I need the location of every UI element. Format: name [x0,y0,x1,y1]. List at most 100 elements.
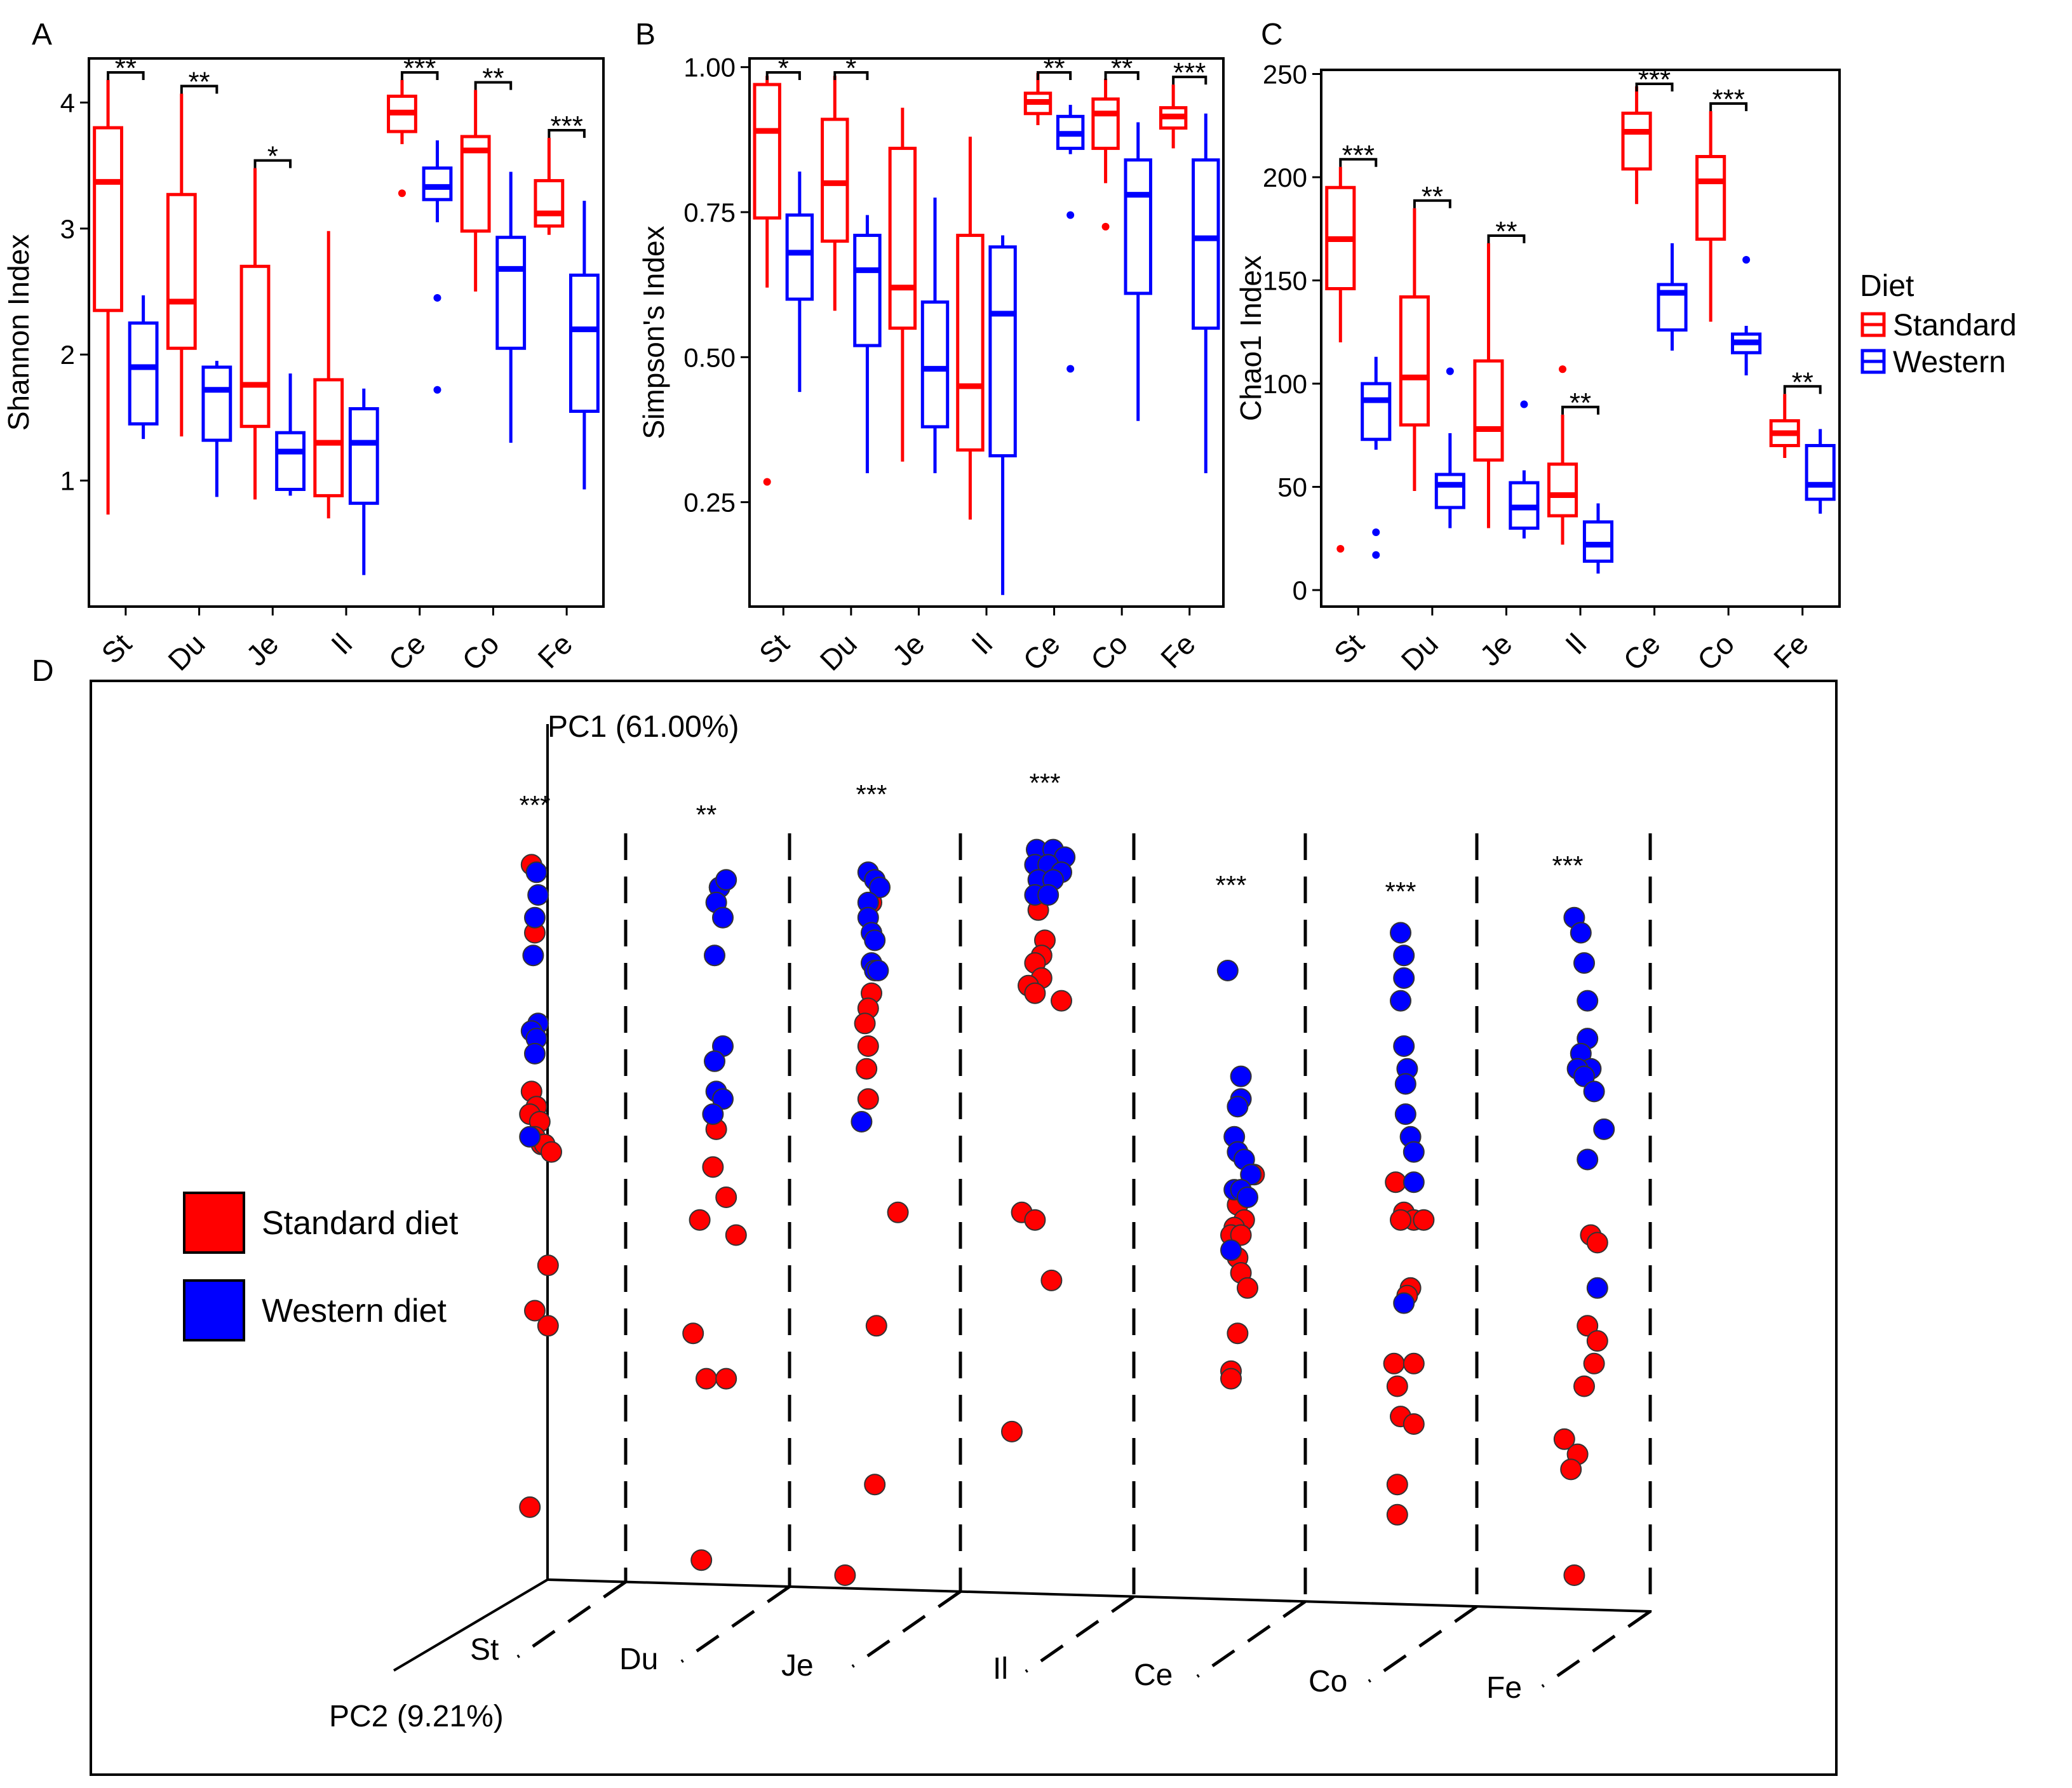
panel-label-a: A [32,18,52,51]
pca-point-standard [1560,1458,1582,1481]
pca-point-western [525,861,548,884]
legend-swatch-standard [183,1192,245,1254]
pca-point-western [1577,990,1599,1012]
floor-category-label: Il [993,1652,1008,1686]
box-western [275,373,306,496]
outlier-point [1066,365,1075,373]
pca-group-du [682,869,747,1571]
box-western [1509,400,1540,539]
pca-point-western [1573,952,1595,974]
box-western [1657,243,1688,351]
pca-point-standard [864,1474,886,1496]
outlier-point [1066,211,1075,219]
y-tick-label: 250 [1263,60,1307,90]
pca-3d-scatter: PC1 (61.00%)PC2 (9.21%)St Du Je Il Ce Co Fe***… [90,680,1838,1776]
box-iqr [888,147,917,330]
significance-bracket [1561,405,1599,415]
box-iqr [534,178,565,228]
box-western [422,140,453,394]
pca-point-western [1394,1073,1416,1095]
pca-point-western [715,869,737,891]
box-western [853,215,882,473]
box-standard [1547,365,1578,545]
y-tick-label: 4 [60,88,75,118]
pca-point-standard [1390,1209,1411,1231]
box-western [1434,367,1465,528]
pca-point-western [522,944,544,967]
box-iqr [821,118,849,243]
pca-point-western [1403,1141,1425,1163]
significance-bracket [1172,76,1208,85]
box-western [1582,503,1614,574]
floor-divider [516,1580,627,1658]
pca-point-standard [865,1315,887,1337]
pca-point-standard [1386,1503,1408,1526]
significance-bracket [1104,71,1140,80]
box-iqr [348,407,379,505]
pca-point-western [1237,1186,1258,1208]
pca-point-standard [857,1035,879,1057]
diet-legend: Diet Standard Western [1860,269,2017,379]
box-standard [93,79,123,515]
pca-point-standard [1563,1564,1585,1586]
box-western [920,198,950,473]
box-iqr [1192,158,1220,330]
significance-bracket [548,128,586,138]
significance-bracket [1036,71,1072,80]
box-iqr [495,236,527,350]
significance-label: ** [188,67,210,98]
pca-point-western [704,1050,725,1072]
box-western [1056,105,1085,373]
significance-label: ** [696,800,717,830]
floor-divider [1368,1605,1478,1683]
y-axis-label: Shannon Index [2,234,35,431]
box-western [201,361,232,497]
pca-point-western [1227,1096,1249,1118]
box-standard [821,76,849,311]
box-standard [1159,84,1188,149]
box-iqr [1473,359,1504,462]
box-western [1192,113,1220,473]
box-western [1124,122,1152,421]
pca-point-western [1403,1171,1425,1193]
box-iqr [569,273,600,413]
pca-point-standard [1553,1428,1575,1450]
pca-point-standard [1586,1330,1608,1352]
pca-point-standard [1237,1277,1258,1299]
pca-point-western [1393,1292,1415,1314]
significance-label: *** [1342,140,1375,171]
y-tick-label: 200 [1263,163,1307,192]
significance-label: * [845,53,856,84]
pca-point-standard [1024,1209,1046,1231]
box-western [495,171,527,443]
box-western [785,171,814,393]
pca-point-western [1230,1065,1252,1087]
significance-label: ** [115,53,137,84]
pc2-axis [393,1578,549,1672]
pca-point-standard [537,1254,559,1277]
box-western [988,235,1017,595]
pca-point-standard [696,1368,717,1390]
y-tick-label: 0.75 [683,198,736,227]
box-iqr [988,245,1017,458]
pca-point-standard [1573,1375,1595,1397]
y-tick-label: 0.25 [683,488,736,518]
pca-group-co [1383,922,1435,1526]
y-tick-label: 0 [1293,575,1307,605]
outlier-point [433,386,441,394]
pca-point-standard [1413,1209,1435,1231]
pca-point-standard [1403,1352,1425,1375]
pca-point-western [869,877,891,899]
pca-point-standard [541,1141,562,1163]
floor-divider [1541,1610,1652,1688]
pca-point-western [1390,922,1411,944]
box-standard [460,90,491,292]
pca-point-standard [1586,1232,1608,1254]
box-standard [1325,166,1356,553]
box-iqr [1547,462,1578,518]
significance-label: * [778,53,789,84]
box-standard [387,79,417,198]
pca-point-standard [1001,1420,1023,1442]
pca-point-western [1240,1164,1262,1186]
y-tick-label: 1 [60,466,75,496]
